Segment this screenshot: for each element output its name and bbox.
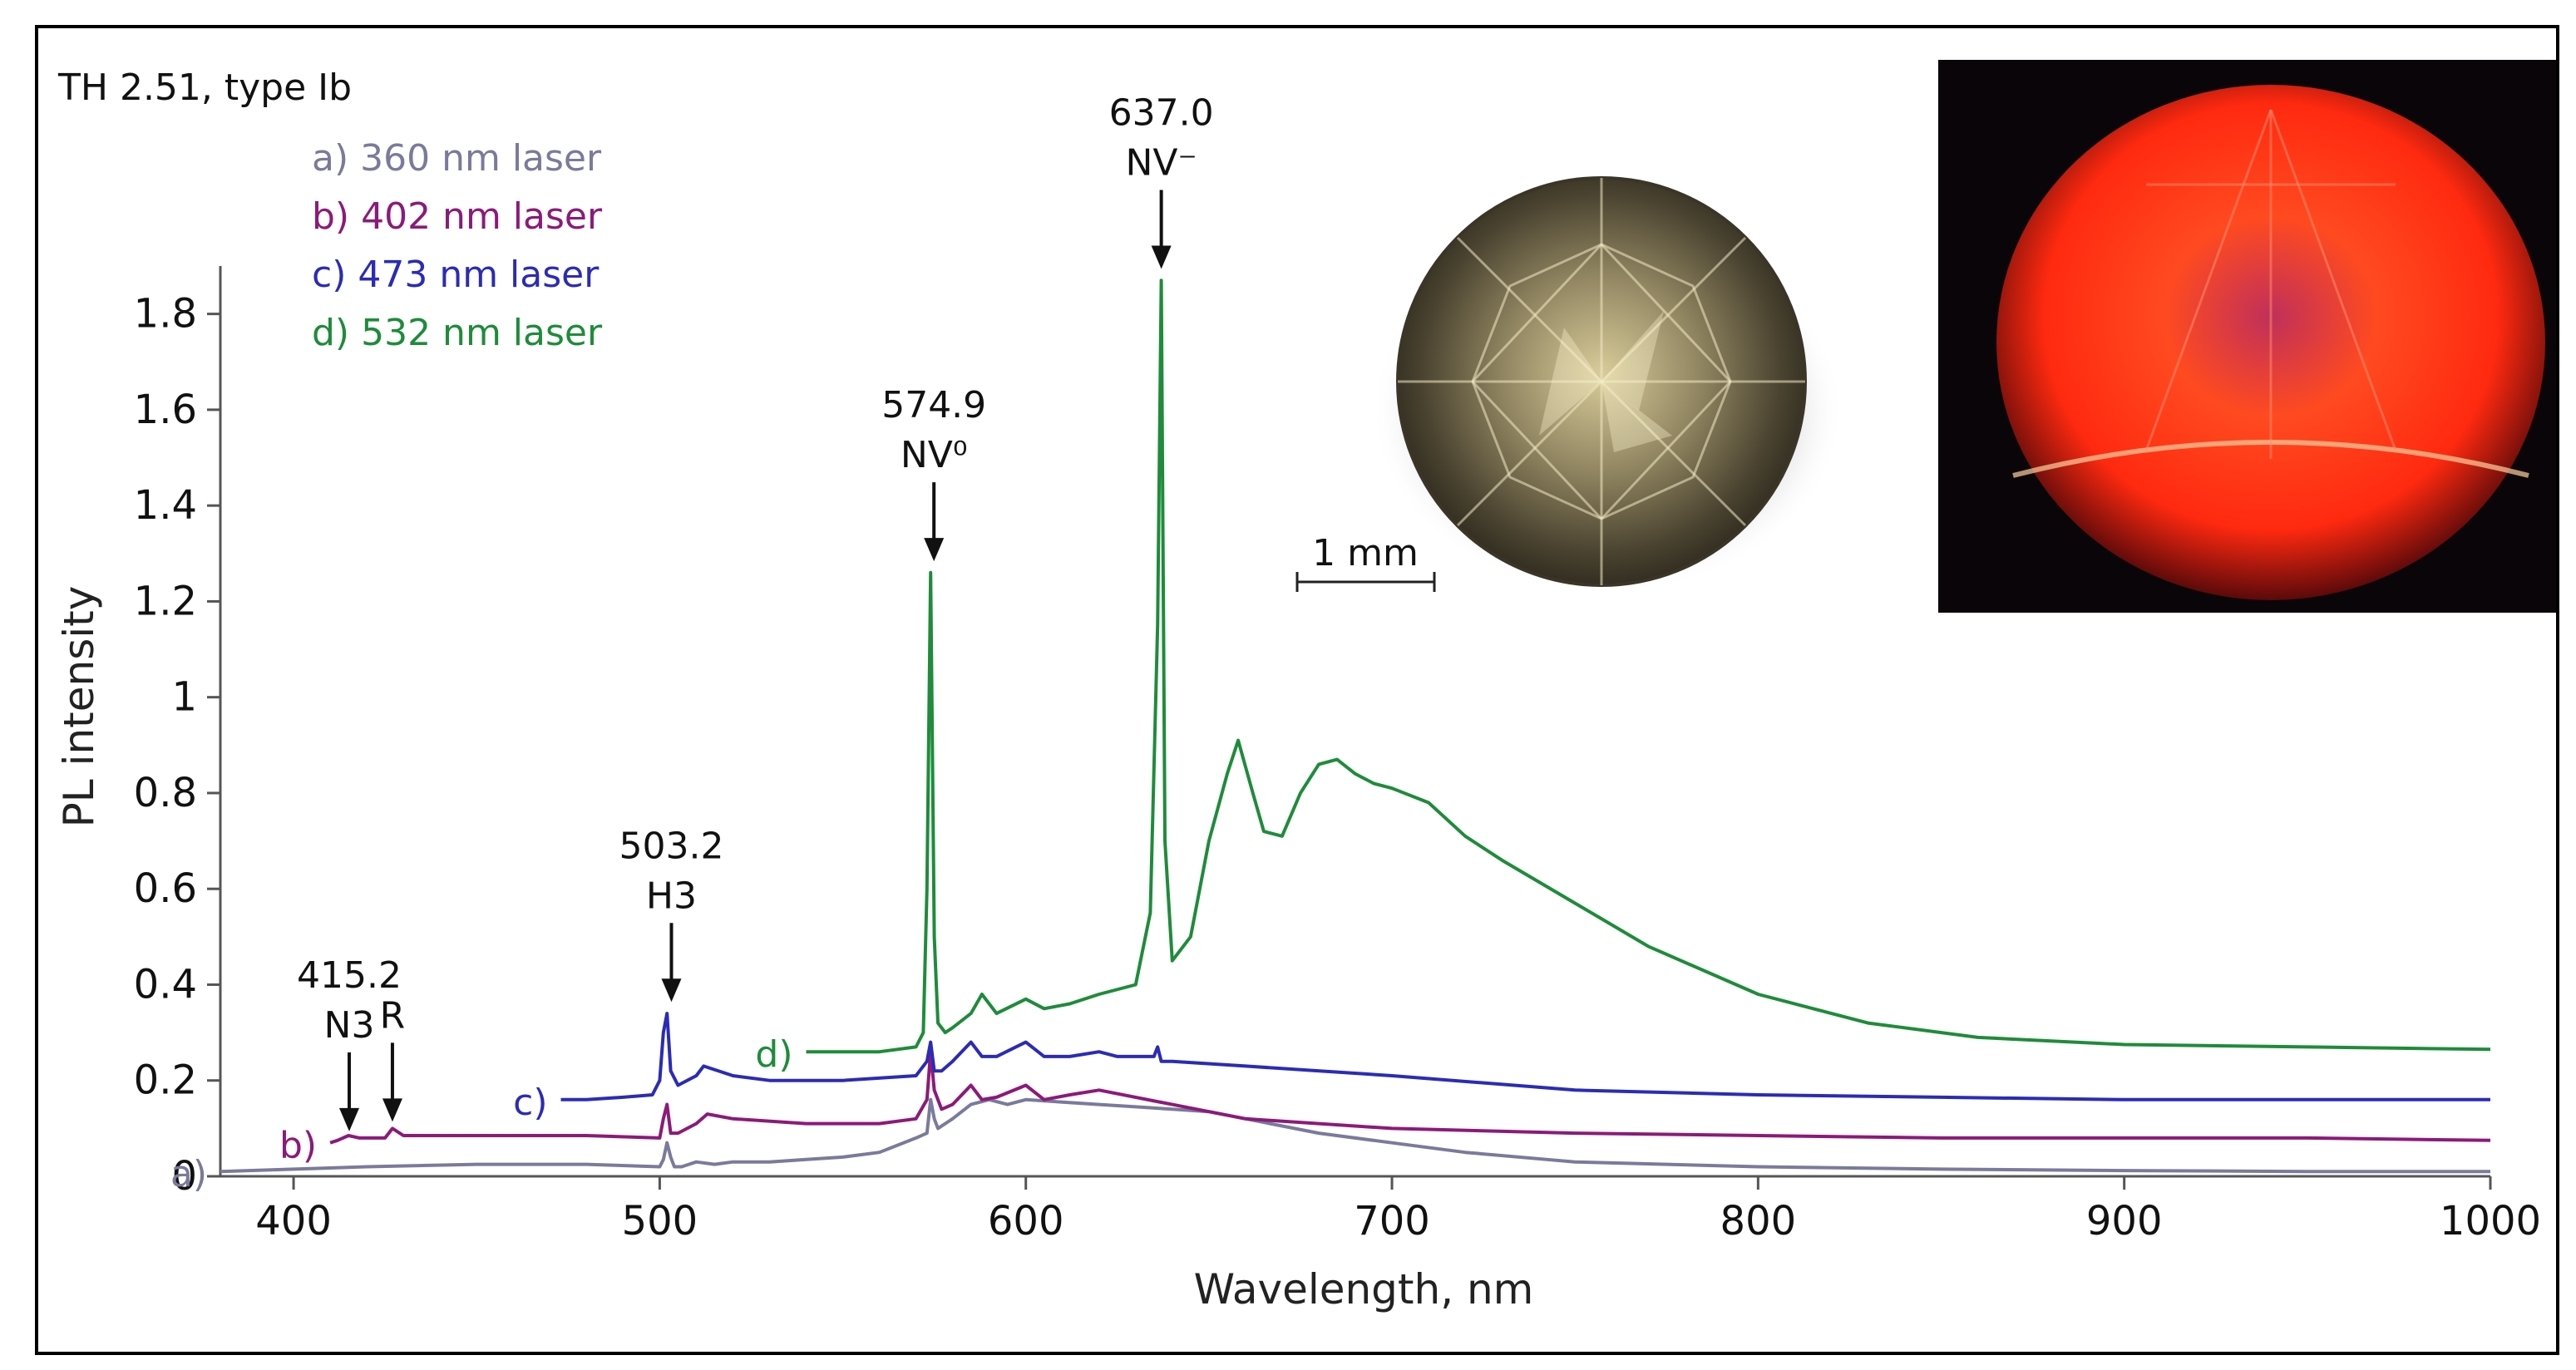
peak-name-label: NV⁰ [901, 434, 968, 476]
axes: 400 500 600 700 800 900 1000 0 0.2 0.4 0.6 0.8 1 1.2 1… [134, 266, 2541, 1244]
figure-frame [35, 25, 2559, 1355]
peak-arrow-head [924, 538, 945, 562]
scale-bar: 1 mm [1295, 532, 1436, 592]
diamond-photo [1364, 161, 1844, 594]
y-tick-label: 0.4 [134, 961, 197, 1008]
peak-wavelength-label: 415.2 [297, 954, 402, 997]
legend-entry-a: a) 360 nm laser [312, 137, 602, 180]
series-line-b [329, 1050, 2491, 1145]
x-tick-label: 600 [988, 1198, 1064, 1244]
series-label-d: d) [755, 1033, 792, 1076]
y-tick-label: 1.8 [134, 291, 197, 338]
series-label-c: c) [513, 1082, 547, 1124]
legend-title: TH 2.51, type Ib [57, 67, 352, 109]
peak-wavelength-label: 637.0 [1109, 92, 1214, 135]
peak-wavelength-label: 574.9 [881, 384, 986, 426]
y-tick-label: 1.2 [134, 578, 197, 624]
legend-entry-d: d) 532 nm laser [312, 312, 603, 354]
peak-name-label: H3 [646, 875, 697, 917]
x-tick-label: 800 [1720, 1198, 1797, 1244]
x-tick-label: 1000 [2440, 1198, 2541, 1244]
legend-entry-b: b) 402 nm laser [312, 195, 603, 238]
y-tick-label: 1.4 [134, 482, 197, 529]
legend-entry-c: c) 473 nm laser [312, 254, 600, 296]
peak-name-label: R [380, 994, 406, 1037]
peak-arrow-head [382, 1098, 402, 1122]
y-tick-label: 0.6 [134, 865, 197, 912]
series-label-a: a) [170, 1153, 207, 1195]
peak-arrow-head [1151, 245, 1172, 269]
y-tick-label: 0 [171, 1153, 197, 1200]
series-label-b: b) [279, 1125, 317, 1167]
y-tick-label: 0.8 [134, 770, 197, 816]
peak-arrow-head [338, 1107, 359, 1131]
series-line-c [560, 1012, 2490, 1101]
peak-name-label: NV⁻ [1126, 142, 1197, 185]
scale-bar-label: 1 mm [1312, 532, 1419, 574]
y-tick-label: 0.2 [134, 1057, 197, 1104]
series-group: a) b) c) d) [170, 278, 2491, 1195]
x-tick-label: 700 [1354, 1198, 1430, 1244]
peak-arrow-head [661, 978, 682, 1003]
x-tick-label: 900 [2086, 1198, 2163, 1244]
x-tick-label: 400 [255, 1198, 332, 1244]
y-tick-label: 1 [171, 674, 197, 721]
series-line-d [806, 278, 2491, 1054]
peak-name-label: N3 [324, 1004, 375, 1047]
peak-wavelength-label: 503.2 [619, 825, 723, 867]
peak-annotations: N3 415.2R H3 503.2 NV⁰ 574.9 NV⁻ 637.0 [297, 92, 1214, 1131]
x-tick-label: 500 [622, 1198, 698, 1244]
series-line-a [220, 1097, 2490, 1174]
x-axis-title: Wavelength, nm [1194, 1265, 1534, 1313]
fluorescence-photo [1938, 60, 2556, 613]
y-tick-label: 1.6 [134, 387, 197, 433]
y-axis-title: PL intensity [55, 586, 103, 828]
